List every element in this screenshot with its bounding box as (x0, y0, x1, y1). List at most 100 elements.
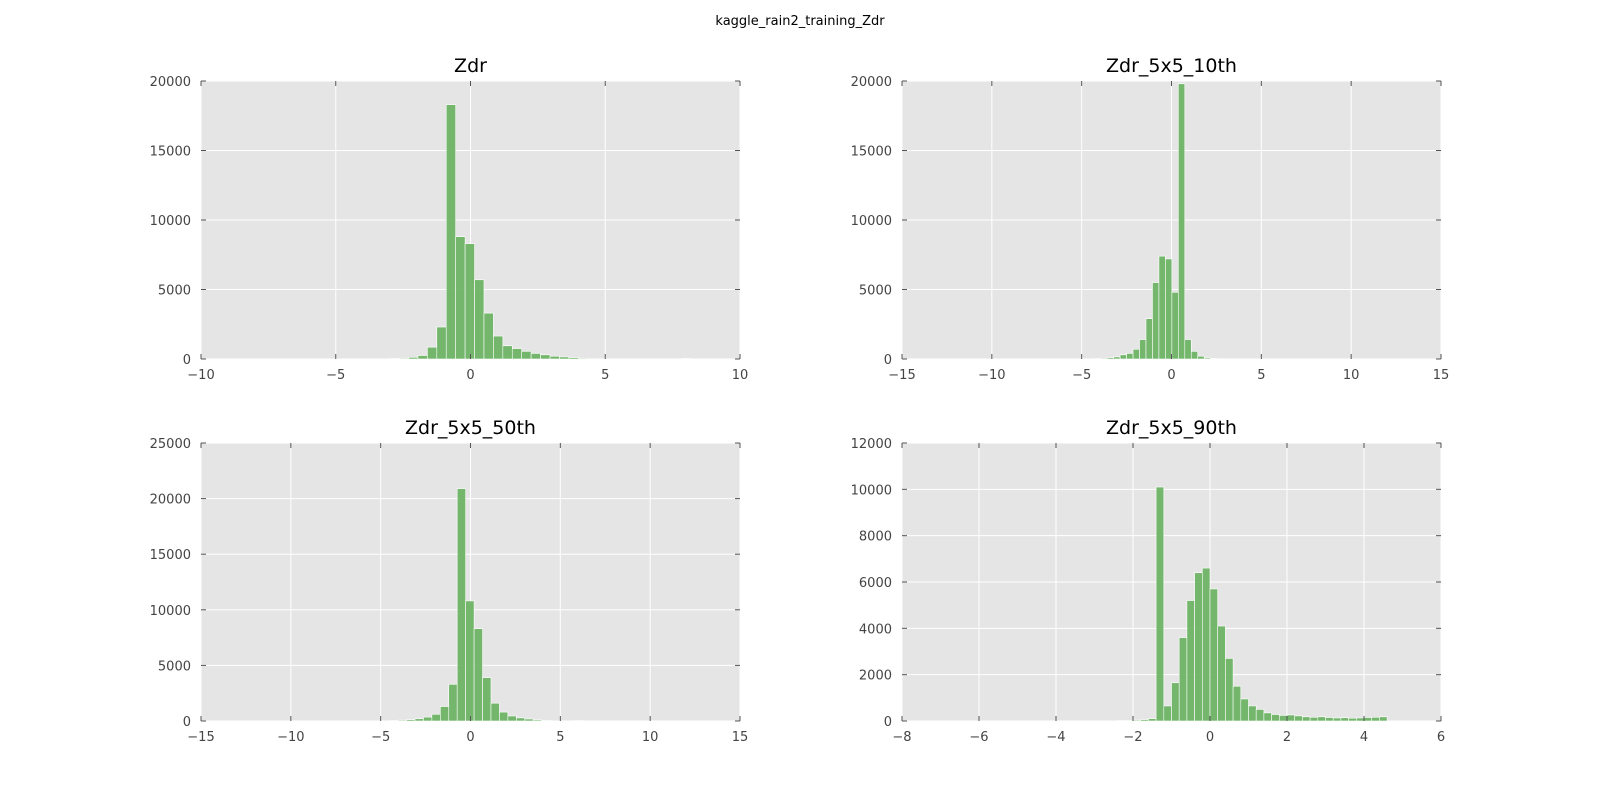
x-tick-label: 5 (601, 368, 609, 383)
histogram-bar (1217, 625, 1226, 722)
histogram-panel-1: −10 −5 0 5 10 0 5000 10000 15000 20000 Zdr (150, 55, 749, 383)
panel-title: Zdr (454, 55, 487, 77)
x-tick-label: 15 (1433, 368, 1450, 383)
y-tick-label: 12000 (851, 437, 892, 452)
histogram-bar (1203, 357, 1211, 360)
histogram-bar (1363, 717, 1372, 722)
histogram-bar (1113, 356, 1121, 360)
x-tick-label: 6 (1437, 730, 1445, 745)
histogram-bar (1171, 291, 1179, 360)
y-tick-label: 0 (183, 715, 191, 730)
x-tick-label: −5 (1072, 368, 1091, 383)
histogram-bar (541, 720, 551, 722)
histogram-bar (1263, 712, 1272, 722)
histogram-bar (448, 684, 458, 722)
y-tick-label: 20000 (150, 75, 191, 90)
y-tick-label: 10000 (851, 483, 892, 498)
x-tick-label: −8 (892, 730, 911, 745)
x-tick-label: −15 (187, 730, 214, 745)
x-tick-label: 0 (1206, 730, 1214, 745)
histogram-bar (1152, 282, 1160, 360)
histogram-bar (549, 355, 560, 360)
histogram-bar (516, 717, 526, 722)
y-tick-label: 20000 (150, 493, 191, 508)
x-tick-label: 10 (732, 368, 749, 383)
histogram-bar (427, 346, 438, 360)
x-tick-label: −10 (978, 368, 1005, 383)
y-tick-label: 25000 (150, 437, 191, 452)
histogram-bar (1158, 255, 1166, 360)
x-tick-label: −2 (1123, 730, 1142, 745)
histogram-bar (1325, 717, 1334, 722)
x-tick-label: 10 (642, 730, 659, 745)
histogram-bar (1178, 83, 1186, 360)
histogram-bar (1286, 714, 1295, 722)
histogram-bar (465, 600, 475, 722)
histogram-bar (1371, 716, 1380, 722)
y-tick-label: 20000 (851, 75, 892, 90)
histogram-bar (1255, 709, 1265, 722)
histogram-bar (1155, 486, 1165, 722)
histogram-bar (499, 711, 509, 722)
histogram-bar (502, 345, 513, 360)
histogram-bar (1190, 351, 1199, 360)
histogram-bar (431, 714, 441, 722)
x-tick-label: −5 (326, 368, 345, 383)
histogram-bar (398, 357, 409, 360)
histogram-bar (1240, 698, 1249, 722)
x-tick-label: 0 (466, 730, 474, 745)
y-tick-label: 4000 (859, 622, 892, 637)
histogram-bar (1210, 358, 1218, 360)
histogram-bar (493, 335, 504, 360)
histogram-bar (1248, 705, 1257, 722)
histogram-bar (1194, 572, 1203, 722)
histogram-bar (1332, 717, 1342, 722)
histogram-bar (530, 353, 541, 360)
histogram-bar (1165, 258, 1173, 360)
x-tick-label: 10 (1343, 368, 1360, 383)
histogram-bar (456, 488, 466, 722)
histogram-bar (1163, 705, 1172, 722)
histogram-bar (1100, 357, 1108, 360)
histogram-bar (1197, 355, 1205, 360)
histogram-bar (483, 312, 494, 360)
histogram-bar (1178, 637, 1188, 722)
x-tick-label: 5 (556, 730, 564, 745)
histogram-bar (681, 358, 692, 360)
y-tick-label: 0 (884, 715, 892, 730)
histogram-bar (417, 355, 428, 360)
histogram-bar (1302, 716, 1311, 722)
histogram-bar (1309, 716, 1319, 722)
histogram-bar (490, 702, 500, 722)
histogram-bar (1379, 716, 1388, 722)
histogram-bar (1132, 719, 1141, 722)
histogram-bar (1139, 339, 1147, 360)
histogram-bar (1279, 715, 1288, 722)
y-tick-label: 15000 (150, 145, 191, 160)
y-tick-label: 10000 (150, 604, 191, 619)
y-tick-label: 6000 (859, 576, 892, 591)
histogram-bar (1356, 717, 1365, 722)
x-tick-label: 0 (466, 368, 474, 383)
histogram-bar (511, 348, 523, 360)
histogram-bar (1202, 567, 1211, 722)
y-tick-label: 0 (884, 353, 892, 368)
y-tick-label: 10000 (851, 214, 892, 229)
histogram-bar (1232, 685, 1242, 722)
histogram-bar (568, 357, 579, 360)
y-tick-label: 5000 (158, 659, 191, 674)
histogram-bar (1225, 658, 1234, 722)
histogram-bar (559, 356, 570, 360)
y-tick-label: 5000 (859, 284, 892, 299)
x-tick-label: −15 (888, 368, 915, 383)
histogram-bar (474, 279, 485, 360)
panel-title: Zdr_5x5_90th (1106, 417, 1237, 439)
x-tick-label: 5 (1257, 368, 1265, 383)
histogram-bar (1209, 588, 1218, 722)
histogram-bar (521, 351, 532, 360)
histogram-bar (445, 104, 456, 360)
histogram-bar (1340, 717, 1349, 722)
histogram-bar (532, 719, 542, 722)
x-tick-label: −10 (277, 730, 304, 745)
